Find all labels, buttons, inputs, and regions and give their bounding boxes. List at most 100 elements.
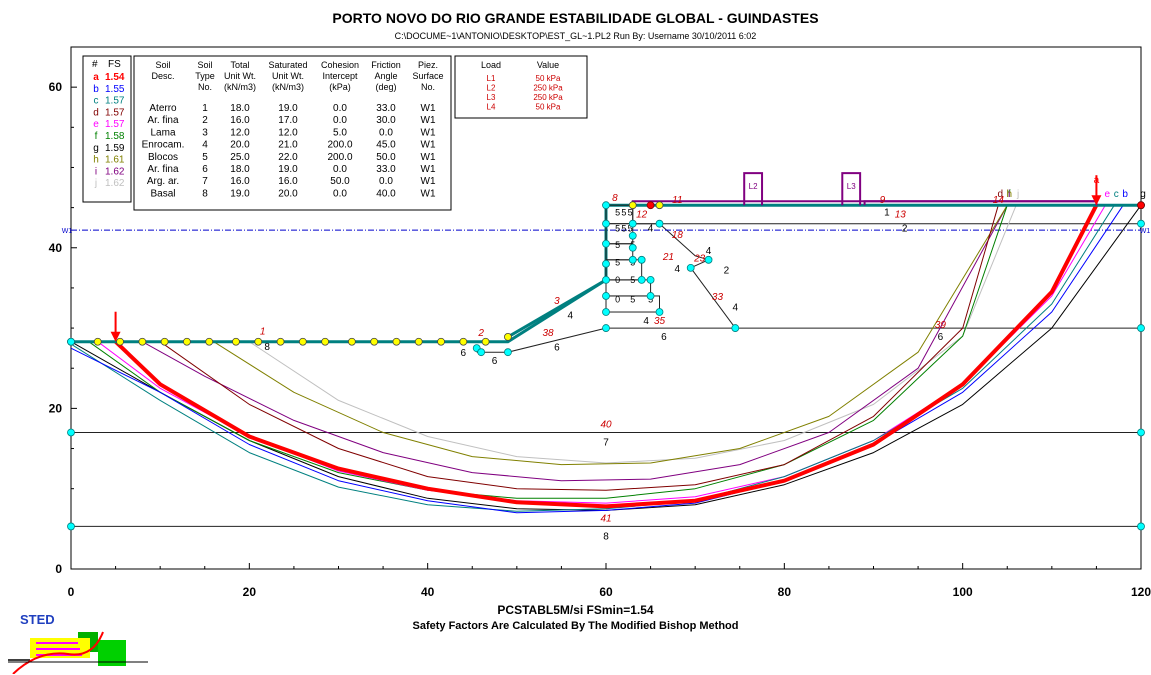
boundary-label: 8 bbox=[612, 193, 618, 204]
boundary-label: 9 bbox=[880, 195, 886, 206]
fs-row-id: h bbox=[93, 155, 99, 166]
soil-cell: W1 bbox=[421, 115, 436, 126]
soil-cell: 12.0 bbox=[278, 127, 298, 138]
nodes-group bbox=[67, 201, 1145, 531]
soil-label: 6 bbox=[661, 332, 667, 343]
soil-header: Type bbox=[195, 71, 215, 81]
soil-cell: Arg. ar. bbox=[147, 176, 179, 187]
soil-cell: W1 bbox=[421, 176, 436, 187]
layer-line-4 bbox=[476, 327, 607, 353]
node-point bbox=[414, 337, 423, 346]
node-point bbox=[628, 219, 637, 228]
node-point bbox=[160, 337, 169, 346]
surface-id-e: e bbox=[1105, 189, 1111, 200]
node-point bbox=[1137, 324, 1145, 332]
node-point bbox=[646, 275, 655, 284]
load-L3 bbox=[841, 172, 862, 206]
boundary-label: 1 bbox=[260, 327, 266, 338]
soil-header: (kN/m3) bbox=[272, 82, 304, 92]
node-point bbox=[655, 201, 664, 210]
boundary-label: 39 bbox=[935, 320, 947, 331]
soil-label: 4 bbox=[733, 302, 739, 313]
node-point bbox=[232, 337, 240, 346]
soil-cell: 0.0 bbox=[333, 103, 347, 114]
soil-cell: 12.0 bbox=[230, 127, 250, 138]
boundary-label: 38 bbox=[542, 328, 554, 339]
load-cell: 50 kPa bbox=[536, 103, 561, 112]
failure-surfaces-group bbox=[70, 204, 1142, 514]
node-point bbox=[481, 337, 490, 346]
node-point bbox=[437, 337, 445, 346]
boundary-label: 33 bbox=[712, 292, 724, 303]
fs-row-id: g bbox=[93, 143, 99, 154]
soil-cell: 2 bbox=[202, 115, 208, 126]
soil-header: Angle bbox=[374, 71, 397, 81]
boundary-label: 35 bbox=[654, 316, 666, 327]
soil-header: Unit Wt. bbox=[224, 71, 256, 81]
soil-header: Cohesion bbox=[321, 60, 359, 70]
block-label: 5 bbox=[621, 208, 626, 218]
soil-cell: 0.0 bbox=[333, 164, 347, 175]
critical-arrow-head-1 bbox=[1091, 195, 1102, 206]
soil-label: 4 bbox=[643, 316, 649, 327]
soil-cell: Blocos bbox=[148, 152, 178, 163]
block-label: 5 bbox=[630, 294, 635, 304]
fs-row-value: 1.57 bbox=[105, 107, 125, 118]
node-point bbox=[602, 259, 610, 268]
soil-cell: 200.0 bbox=[327, 140, 352, 151]
soil-label: 8 bbox=[264, 342, 270, 353]
fs-row-id: b bbox=[93, 84, 99, 95]
footer-method: Safety Factors Are Calculated By The Mod… bbox=[412, 620, 739, 632]
x-tick-label-40: 40 bbox=[421, 585, 435, 599]
node-point bbox=[205, 337, 214, 346]
node-point bbox=[1137, 428, 1145, 437]
soil-header: (kPa) bbox=[329, 82, 351, 92]
node-point bbox=[655, 219, 664, 228]
soil-header: Surface bbox=[412, 71, 443, 81]
boundary-label: 14 bbox=[993, 195, 1005, 206]
block-label: 5 bbox=[615, 257, 620, 267]
node-point bbox=[138, 337, 147, 346]
boundary-label: 40 bbox=[600, 420, 612, 431]
block-label: 0 bbox=[615, 275, 620, 285]
water-table-label-right: W1 bbox=[1140, 228, 1151, 235]
load-table: Load Value L1 50 kPa L2 250 kPa L3 250 kPa L4 50 … bbox=[454, 55, 588, 119]
y-tick-label-20: 20 bbox=[49, 401, 63, 415]
fs-row-value: 1.58 bbox=[105, 131, 125, 142]
node-point bbox=[628, 243, 637, 252]
fs-row-value: 1.57 bbox=[105, 119, 125, 130]
failure-surface-c bbox=[70, 204, 1115, 512]
soil-cell: W1 bbox=[421, 152, 436, 163]
soil-cell: 0.0 bbox=[333, 188, 347, 199]
soil-cell: 3 bbox=[202, 127, 208, 138]
soil-header: Intercept bbox=[322, 71, 358, 81]
soil-cell: 20.0 bbox=[230, 140, 250, 151]
soil-cell: 16.0 bbox=[230, 115, 250, 126]
load-header: Value bbox=[537, 60, 559, 70]
node-point bbox=[504, 333, 512, 341]
failure-surface-e bbox=[97, 204, 1106, 504]
y-tick-label-0: 0 bbox=[55, 562, 62, 576]
soil-header: (deg) bbox=[375, 82, 396, 92]
node-point bbox=[459, 337, 468, 346]
soil-cell: 16.0 bbox=[230, 176, 250, 187]
soil-label: 6 bbox=[554, 343, 560, 354]
soil-cell: W1 bbox=[421, 188, 436, 199]
soil-label: 4 bbox=[648, 224, 654, 235]
node-point bbox=[602, 219, 610, 228]
fs-row-id: a bbox=[93, 72, 99, 83]
node-point bbox=[1137, 219, 1145, 228]
fs-row-value: 1.55 bbox=[105, 84, 125, 95]
soil-label: 6 bbox=[461, 348, 467, 359]
chart-title: PORTO NOVO DO RIO GRANDE ESTABILIDADE GL… bbox=[332, 10, 819, 26]
node-point bbox=[67, 337, 75, 346]
soil-cell: 0.0 bbox=[333, 115, 347, 126]
soil-cell: 25.0 bbox=[230, 152, 250, 163]
boundary-label: 13 bbox=[895, 209, 907, 220]
soil-header: Total bbox=[230, 60, 249, 70]
soil-header: Unit Wt. bbox=[272, 71, 304, 81]
boundary-label: 2 bbox=[477, 328, 484, 339]
soil-label: 2 bbox=[902, 224, 908, 235]
soil-cell: 18.0 bbox=[230, 164, 250, 175]
soil-header: No. bbox=[421, 82, 435, 92]
